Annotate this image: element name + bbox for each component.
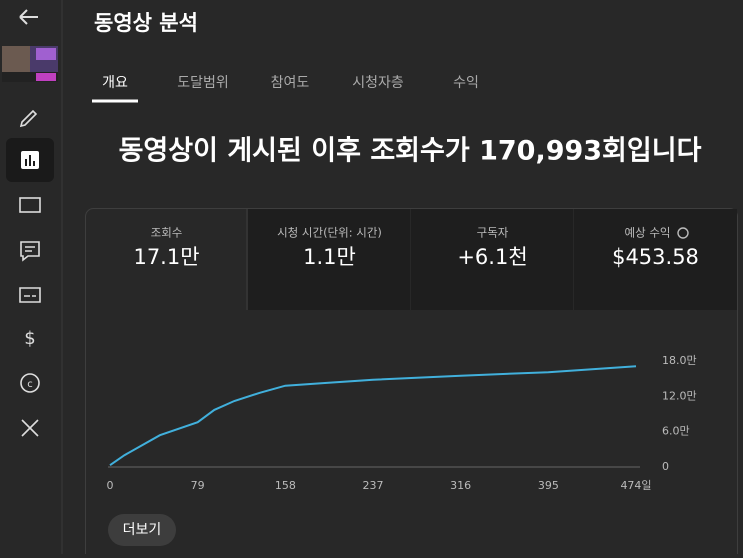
x-tick-label: 237 bbox=[363, 479, 384, 492]
more-button[interactable] bbox=[108, 514, 176, 546]
more-button-label[interactable]: 더보기 bbox=[123, 522, 162, 538]
y-tick-label: 6.0만 bbox=[662, 425, 690, 438]
copyright-c: c bbox=[27, 379, 33, 390]
metric-value: $453.58 bbox=[612, 245, 699, 269]
x-tick-label: 0 bbox=[107, 479, 114, 492]
x-tick-label: 474일 bbox=[620, 478, 651, 492]
x-tick-label: 395 bbox=[538, 479, 559, 492]
earn-icon[interactable]: $ bbox=[24, 328, 35, 349]
x-tick-label: 79 bbox=[191, 479, 205, 492]
tab[interactable]: 참여도 bbox=[271, 75, 310, 91]
x-tick-label: 316 bbox=[450, 479, 471, 492]
metric-tab-bg[interactable] bbox=[248, 209, 410, 310]
copyright-icon[interactable] bbox=[20, 373, 40, 393]
back-icon[interactable] bbox=[19, 9, 38, 25]
clips-icon[interactable] bbox=[21, 419, 39, 437]
tab[interactable]: 시청자층 bbox=[352, 75, 404, 91]
edit-icon[interactable] bbox=[19, 109, 38, 128]
tab[interactable]: 도달범위 bbox=[177, 75, 229, 91]
data-line bbox=[109, 365, 637, 467]
analytics-icon bbox=[21, 151, 39, 169]
headline: 동영상이 게시된 이후 조회수가 170,993회입니다 bbox=[119, 136, 702, 167]
metric-value: +6.1천 bbox=[457, 245, 527, 269]
subtitles-icon[interactable] bbox=[19, 287, 41, 303]
page-title: 동영상 분석 bbox=[94, 11, 198, 35]
metric-label: 구독자 bbox=[477, 226, 509, 240]
metric-tab-bg[interactable] bbox=[411, 209, 573, 310]
metric-tab-bg[interactable] bbox=[574, 209, 737, 310]
y-tick-label: 12.0만 bbox=[662, 389, 697, 402]
info-icon[interactable] bbox=[677, 227, 689, 239]
metric-label: 조회수 bbox=[151, 226, 183, 240]
y-tick-label: 0 bbox=[662, 460, 669, 473]
editor-icon[interactable] bbox=[19, 197, 41, 213]
tab[interactable]: 수익 bbox=[453, 75, 479, 91]
tab[interactable]: 개요 bbox=[102, 75, 128, 91]
metric-label: 예상 수익 bbox=[625, 226, 671, 240]
thumbnail[interactable] bbox=[2, 46, 58, 82]
metric-value: 1.1만 bbox=[303, 245, 356, 269]
sidebar bbox=[0, 0, 62, 554]
metric-label: 시청 시간(단위: 시간) bbox=[277, 226, 382, 240]
comments-icon[interactable] bbox=[20, 241, 40, 262]
y-tick-label: 18.0만 bbox=[662, 354, 697, 367]
metric-value: 17.1만 bbox=[133, 245, 199, 269]
x-tick-label: 158 bbox=[275, 479, 296, 492]
